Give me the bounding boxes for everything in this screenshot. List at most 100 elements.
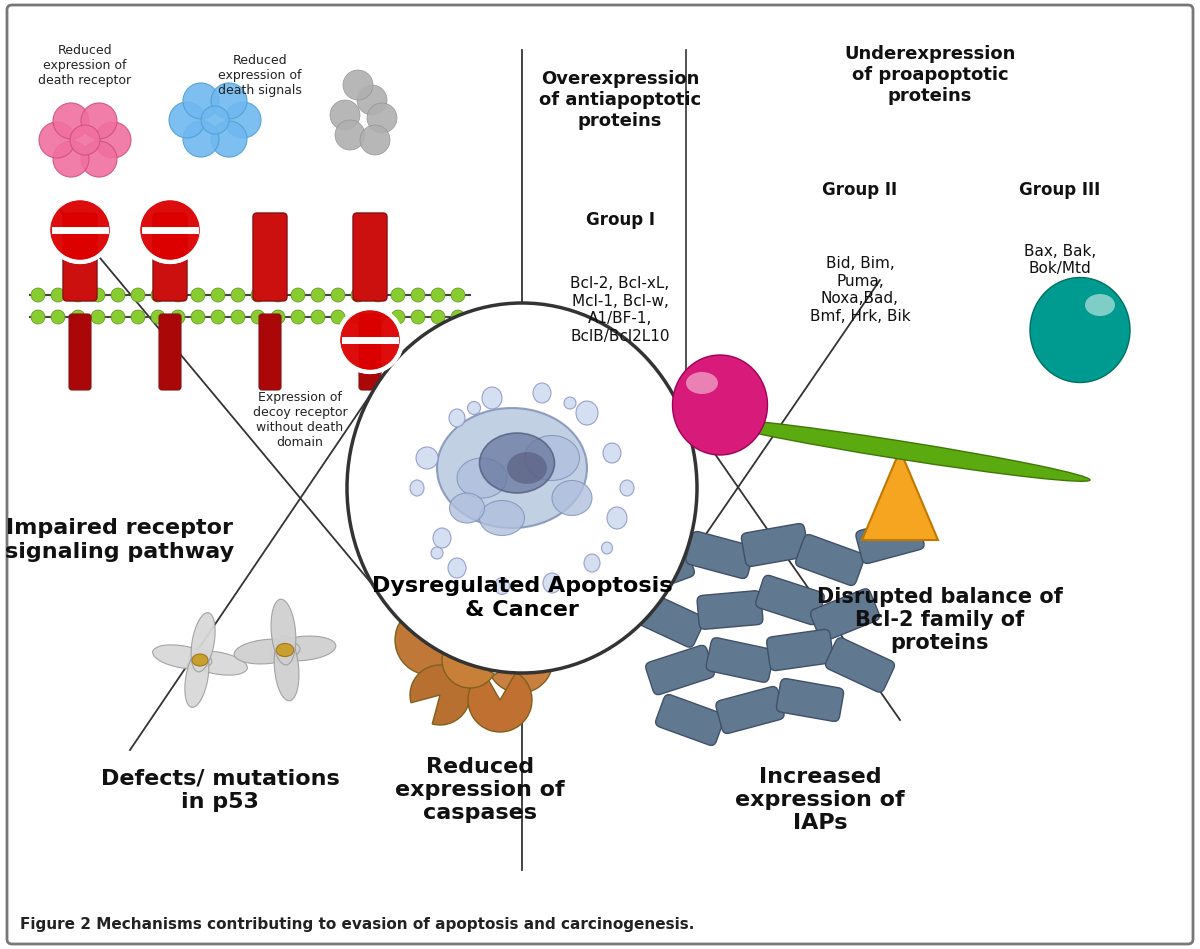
- Circle shape: [50, 310, 65, 324]
- Circle shape: [71, 310, 85, 324]
- FancyBboxPatch shape: [776, 679, 844, 721]
- Circle shape: [230, 288, 245, 302]
- FancyBboxPatch shape: [353, 213, 386, 301]
- Circle shape: [358, 85, 386, 115]
- Circle shape: [82, 141, 118, 177]
- FancyBboxPatch shape: [810, 588, 880, 642]
- Circle shape: [391, 288, 406, 302]
- Circle shape: [95, 122, 131, 158]
- Circle shape: [169, 102, 205, 138]
- Circle shape: [151, 288, 166, 302]
- FancyBboxPatch shape: [359, 314, 382, 390]
- Circle shape: [251, 288, 265, 302]
- Ellipse shape: [234, 640, 300, 664]
- Circle shape: [371, 310, 385, 324]
- Wedge shape: [468, 672, 532, 732]
- Ellipse shape: [576, 401, 598, 425]
- Text: Reduced
expression of
death signals: Reduced expression of death signals: [218, 53, 302, 97]
- Ellipse shape: [347, 303, 697, 673]
- Circle shape: [211, 121, 247, 157]
- Circle shape: [410, 288, 425, 302]
- Circle shape: [391, 310, 406, 324]
- Ellipse shape: [620, 480, 634, 496]
- Circle shape: [331, 288, 346, 302]
- FancyBboxPatch shape: [655, 695, 725, 745]
- Wedge shape: [395, 605, 461, 675]
- Wedge shape: [492, 627, 553, 693]
- Circle shape: [182, 121, 220, 157]
- Circle shape: [230, 310, 245, 324]
- Circle shape: [410, 310, 425, 324]
- Circle shape: [172, 288, 185, 302]
- Text: Impaired receptor
signaling pathway: Impaired receptor signaling pathway: [6, 518, 234, 562]
- Ellipse shape: [607, 507, 628, 529]
- FancyBboxPatch shape: [756, 575, 824, 624]
- Ellipse shape: [457, 458, 508, 498]
- Text: Expression of
decoy receptor
without death
domain: Expression of decoy receptor without dea…: [253, 391, 347, 449]
- Ellipse shape: [584, 554, 600, 572]
- Circle shape: [31, 288, 46, 302]
- Circle shape: [91, 310, 106, 324]
- Ellipse shape: [482, 387, 502, 409]
- Ellipse shape: [431, 547, 443, 559]
- Circle shape: [50, 288, 65, 302]
- FancyBboxPatch shape: [856, 516, 924, 564]
- Polygon shape: [862, 450, 938, 540]
- FancyBboxPatch shape: [646, 645, 714, 695]
- Ellipse shape: [410, 480, 424, 496]
- Text: Group III: Group III: [1019, 181, 1100, 199]
- Ellipse shape: [508, 452, 547, 484]
- Circle shape: [330, 100, 360, 130]
- Circle shape: [202, 106, 229, 134]
- Circle shape: [352, 288, 365, 302]
- Ellipse shape: [480, 433, 554, 493]
- Text: Underexpression
of proapoptotic
proteins: Underexpression of proapoptotic proteins: [845, 46, 1015, 104]
- Circle shape: [191, 288, 205, 302]
- FancyBboxPatch shape: [253, 213, 287, 301]
- Circle shape: [431, 310, 445, 324]
- FancyBboxPatch shape: [697, 591, 763, 629]
- Text: Figure 2 Mechanisms contributing to evasion of apoptosis and carcinogenesis.: Figure 2 Mechanisms contributing to evas…: [20, 918, 695, 933]
- Circle shape: [151, 310, 166, 324]
- Text: Increased
expression of
IAPs: Increased expression of IAPs: [736, 767, 905, 833]
- Ellipse shape: [1030, 277, 1130, 382]
- Text: Group II: Group II: [822, 181, 898, 199]
- Text: Overexpression
of antiapoptotic
proteins: Overexpression of antiapoptotic proteins: [539, 70, 701, 130]
- Circle shape: [71, 288, 85, 302]
- Circle shape: [48, 198, 112, 262]
- Ellipse shape: [433, 528, 451, 548]
- Circle shape: [131, 310, 145, 324]
- Circle shape: [53, 102, 89, 139]
- Ellipse shape: [468, 401, 480, 415]
- Ellipse shape: [416, 447, 438, 469]
- Circle shape: [451, 310, 466, 324]
- Ellipse shape: [604, 443, 622, 463]
- Text: Disrupted balance of
Bcl-2 family of
proteins: Disrupted balance of Bcl-2 family of pro…: [817, 586, 1063, 653]
- Circle shape: [70, 125, 100, 155]
- FancyBboxPatch shape: [796, 534, 864, 586]
- FancyBboxPatch shape: [742, 524, 809, 567]
- Circle shape: [331, 310, 346, 324]
- Ellipse shape: [449, 409, 466, 427]
- Circle shape: [271, 288, 286, 302]
- Ellipse shape: [152, 645, 212, 669]
- Circle shape: [91, 288, 106, 302]
- Ellipse shape: [564, 397, 576, 409]
- Text: Bid, Bim,
Puma,
Noxa,Bad,
Bmf, Hrk, Bik: Bid, Bim, Puma, Noxa,Bad, Bmf, Hrk, Bik: [810, 256, 911, 324]
- Ellipse shape: [494, 578, 510, 594]
- Circle shape: [191, 310, 205, 324]
- Ellipse shape: [533, 383, 551, 403]
- Ellipse shape: [1085, 294, 1115, 316]
- Ellipse shape: [270, 636, 336, 661]
- Circle shape: [226, 102, 262, 138]
- FancyBboxPatch shape: [767, 629, 833, 671]
- Text: Defects/ mutations
in p53: Defects/ mutations in p53: [101, 769, 340, 811]
- Ellipse shape: [686, 372, 718, 394]
- Wedge shape: [458, 588, 522, 648]
- Ellipse shape: [274, 635, 299, 700]
- Ellipse shape: [710, 419, 1090, 481]
- Circle shape: [352, 310, 365, 324]
- Ellipse shape: [450, 493, 485, 523]
- Circle shape: [451, 288, 466, 302]
- Circle shape: [138, 198, 202, 262]
